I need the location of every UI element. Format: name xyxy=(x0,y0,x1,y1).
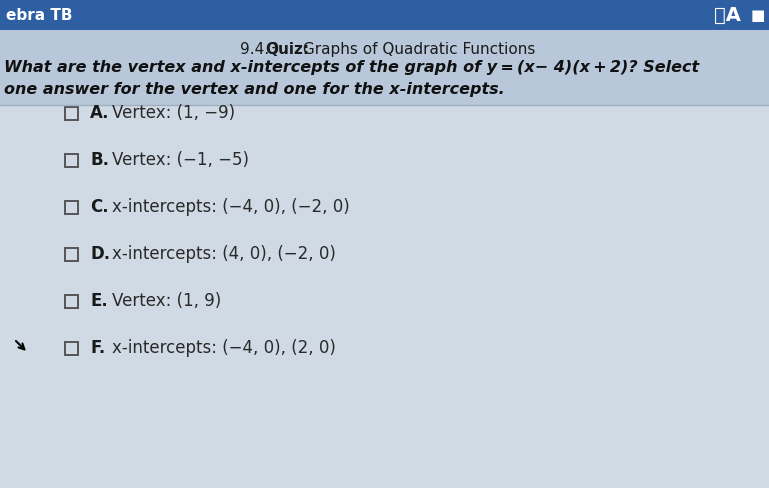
Text: ■: ■ xyxy=(751,7,765,22)
FancyBboxPatch shape xyxy=(0,0,769,30)
Text: E.: E. xyxy=(90,292,108,310)
Text: x‑intercepts: (4, 0), (−2, 0): x‑intercepts: (4, 0), (−2, 0) xyxy=(112,245,336,263)
Text: 筎A: 筎A xyxy=(714,5,741,24)
Text: Vertex: (1, −9): Vertex: (1, −9) xyxy=(112,104,235,122)
Text: Vertex: (−1, −5): Vertex: (−1, −5) xyxy=(112,151,249,169)
Text: D.: D. xyxy=(90,245,110,263)
Text: ebra TB: ebra TB xyxy=(6,7,72,22)
Text: x‑intercepts: (−4, 0), (−2, 0): x‑intercepts: (−4, 0), (−2, 0) xyxy=(112,198,350,216)
Text: C.: C. xyxy=(90,198,108,216)
Text: one answer for the vertex and one for the x‑intercepts.: one answer for the vertex and one for th… xyxy=(4,82,504,97)
Text: x‑intercepts: (−4, 0), (2, 0): x‑intercepts: (−4, 0), (2, 0) xyxy=(112,339,336,357)
Text: 9.4.3: 9.4.3 xyxy=(240,42,284,57)
FancyBboxPatch shape xyxy=(0,105,769,488)
Text: What are the vertex and x‑intercepts of the graph of y = (x− 4)(x + 2)? Select: What are the vertex and x‑intercepts of … xyxy=(4,60,699,75)
Text: A.: A. xyxy=(90,104,109,122)
Text: F.: F. xyxy=(90,339,105,357)
Text: Quiz:: Quiz: xyxy=(265,42,309,57)
Text: B.: B. xyxy=(90,151,109,169)
Text: Graphs of Quadratic Functions: Graphs of Quadratic Functions xyxy=(298,42,535,57)
Text: Vertex: (1, 9): Vertex: (1, 9) xyxy=(112,292,221,310)
FancyBboxPatch shape xyxy=(0,30,769,105)
